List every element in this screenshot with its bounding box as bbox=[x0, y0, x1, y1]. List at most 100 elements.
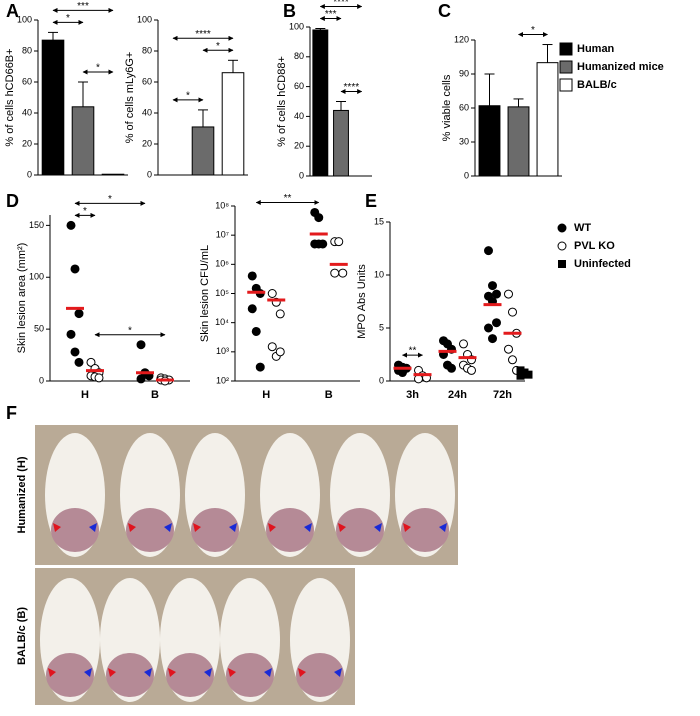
blue-arrow bbox=[439, 523, 447, 532]
y-tick-label: 0 bbox=[299, 170, 304, 180]
x-tick-label: 72h bbox=[493, 389, 512, 401]
x-tick-label: H bbox=[262, 389, 270, 401]
point bbox=[557, 241, 567, 251]
y-tick-label: 50 bbox=[34, 324, 44, 334]
x-tick-label: B bbox=[151, 389, 159, 401]
point bbox=[484, 246, 493, 256]
point bbox=[447, 363, 456, 373]
y-tick-label: 100 bbox=[137, 14, 152, 24]
y-tick-label: 10 bbox=[374, 269, 384, 279]
point bbox=[484, 323, 493, 333]
legend-label: BALB/c bbox=[577, 79, 617, 91]
bar bbox=[333, 109, 349, 177]
bar bbox=[507, 106, 530, 177]
y-tick-label: 15 bbox=[374, 216, 384, 226]
legend-label: WT bbox=[574, 222, 591, 234]
significance-label: *** bbox=[325, 9, 337, 20]
point bbox=[330, 268, 340, 278]
y-tick-label: 10⁸ bbox=[215, 200, 229, 210]
y-tick-label: 10⁷ bbox=[216, 230, 229, 240]
legend-swatch bbox=[559, 42, 573, 56]
y-tick-label: 20 bbox=[294, 141, 304, 151]
significance-label: * bbox=[108, 194, 112, 205]
y-tick-label: 40 bbox=[142, 107, 152, 117]
red-arrow bbox=[193, 523, 201, 532]
panel-label: C bbox=[438, 1, 451, 21]
point bbox=[338, 268, 348, 278]
point bbox=[508, 307, 517, 317]
point bbox=[251, 326, 261, 336]
point bbox=[66, 220, 76, 230]
x-tick-label: H bbox=[81, 389, 89, 401]
point bbox=[504, 344, 513, 354]
point bbox=[314, 213, 324, 223]
photo-panel bbox=[35, 425, 458, 705]
y-tick-label: 0 bbox=[27, 169, 32, 179]
point bbox=[504, 289, 513, 299]
red-arrow bbox=[338, 523, 346, 532]
legend-label: Human bbox=[577, 43, 615, 55]
point bbox=[267, 289, 277, 298]
mouse-belly bbox=[166, 653, 214, 697]
point bbox=[74, 357, 84, 367]
y-tick-label: 80 bbox=[294, 51, 304, 61]
mouse-belly bbox=[226, 653, 274, 697]
y-tick-label: 60 bbox=[294, 81, 304, 91]
y-tick-label: 120 bbox=[454, 34, 469, 44]
point bbox=[557, 223, 567, 233]
y-tick-label: 40 bbox=[294, 111, 304, 121]
blue-arrow bbox=[89, 523, 97, 532]
mouse-belly bbox=[106, 653, 154, 697]
mouse-belly bbox=[191, 508, 239, 552]
y-tick-label: 60 bbox=[459, 102, 469, 112]
y-axis-label: % viable cells bbox=[441, 74, 453, 141]
point bbox=[488, 334, 497, 344]
point bbox=[275, 309, 285, 319]
significance-label: **** bbox=[195, 29, 211, 40]
legend-swatch bbox=[559, 78, 573, 92]
y-tick-label: 60 bbox=[142, 76, 152, 86]
point bbox=[247, 304, 257, 314]
point bbox=[255, 362, 265, 372]
y-axis-label: MPO Abs Units bbox=[356, 264, 368, 339]
bar bbox=[312, 29, 329, 177]
bar bbox=[221, 72, 245, 176]
y-tick-label: 60 bbox=[22, 76, 32, 86]
y-tick-label: 0 bbox=[147, 169, 152, 179]
y-tick-label: 0 bbox=[464, 170, 469, 180]
significance-label: * bbox=[216, 41, 220, 52]
y-tick-label: 20 bbox=[142, 138, 152, 148]
red-arrow bbox=[228, 668, 236, 677]
point bbox=[508, 355, 517, 365]
point bbox=[136, 374, 146, 384]
mouse-belly bbox=[336, 508, 384, 552]
y-axis-label: Skin lesion CFU/mL bbox=[199, 245, 211, 342]
y-tick-label: 80 bbox=[22, 45, 32, 55]
point bbox=[467, 365, 476, 375]
point bbox=[136, 340, 146, 350]
blue-arrow bbox=[204, 668, 212, 677]
point bbox=[267, 342, 277, 352]
legend-label: Humanized mice bbox=[577, 61, 664, 73]
blue-arrow bbox=[304, 523, 312, 532]
y-axis-label: % of cells mLy6G+ bbox=[124, 52, 136, 144]
photo-label: Humanized (H) bbox=[16, 456, 28, 533]
blue-arrow bbox=[164, 523, 172, 532]
bar bbox=[71, 106, 95, 176]
significance-label: ** bbox=[409, 346, 417, 357]
mouse-belly bbox=[51, 508, 99, 552]
y-tick-label: 0 bbox=[39, 375, 44, 385]
point bbox=[70, 264, 80, 274]
y-tick-label: 10⁴ bbox=[215, 317, 229, 327]
x-tick-label: 3h bbox=[406, 389, 419, 401]
y-tick-label: 10³ bbox=[216, 346, 229, 356]
bar bbox=[101, 173, 125, 176]
significance-label: * bbox=[186, 91, 190, 102]
significance-label: * bbox=[66, 13, 70, 24]
red-arrow bbox=[298, 668, 306, 677]
y-tick-label: 100 bbox=[289, 21, 304, 31]
significance-label: * bbox=[96, 63, 100, 74]
blue-arrow bbox=[144, 668, 152, 677]
y-tick-label: 10⁶ bbox=[215, 259, 229, 269]
